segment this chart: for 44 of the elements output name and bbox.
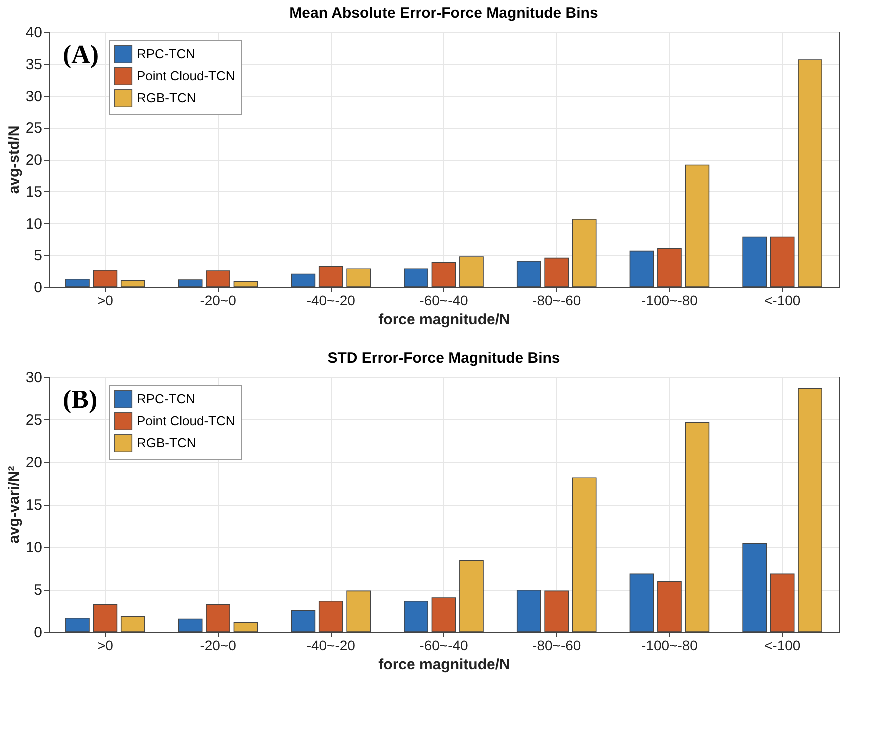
y-tick-label: 0 [34,624,42,642]
legend-label: RGB-TCN [137,90,196,106]
legend-label: Point Cloud-TCN [137,414,236,428]
legend-label: RPC-TCN [137,392,196,406]
y-tick-label: 25 [26,412,42,429]
x-tick-label: -100~-80 [641,638,698,654]
y-tick-label: 15 [26,184,42,201]
y-tick-label: 30 [26,370,42,386]
annotation: (B) [63,385,98,414]
legend-label: RPC-TCN [137,46,196,62]
y-tick-label: 5 [34,582,42,599]
legend-label: Point Cloud-TCN [137,68,236,84]
legend-label: RGB-TCN [137,436,196,450]
y-tick-label: 15 [26,497,42,514]
x-tick-label: -40~-20 [306,638,356,654]
x-tick-label: -60~-40 [420,638,469,654]
y-tick-label: 10 [26,540,42,556]
x-tick-label: -40~-20 [306,292,356,308]
chart-title: Mean Absolute Error-Force Magnitude Bins [290,5,598,22]
y-tick-label: 30 [26,88,42,106]
x-tick-label: <-100 [764,638,801,654]
y-tick-label: 10 [26,216,42,233]
x-tick-label: <-100 [764,292,801,308]
x-tick-label: -20~0 [200,292,237,308]
y-tick-label: 0 [34,280,42,296]
y-tick-label: 5 [34,248,42,265]
x-axis-title: force magnitude/N [378,312,510,328]
y-tick-label: 25 [26,120,42,138]
x-axis-title: force magnitude/N [378,656,510,674]
annotation: (A) [63,40,100,69]
y-tick-label: 20 [26,152,42,169]
x-tick-label: >0 [97,292,114,308]
x-tick-label: -20~0 [200,638,237,654]
y-axis-title: avg-vari/N² [6,466,23,544]
y-tick-label: 40 [26,24,42,42]
y-tick-label: 35 [26,56,42,74]
y-axis-title: avg-std/N [6,126,23,194]
y-tick-label: 20 [26,454,42,472]
x-tick-label: >0 [97,638,114,654]
x-tick-label: -80~-60 [532,638,582,654]
x-tick-label: -80~-60 [532,292,582,308]
chart-title: STD Error-Force Magnitude Bins [328,350,560,367]
x-tick-label: -100~-80 [641,292,698,308]
x-tick-label: -60~-40 [420,292,469,308]
